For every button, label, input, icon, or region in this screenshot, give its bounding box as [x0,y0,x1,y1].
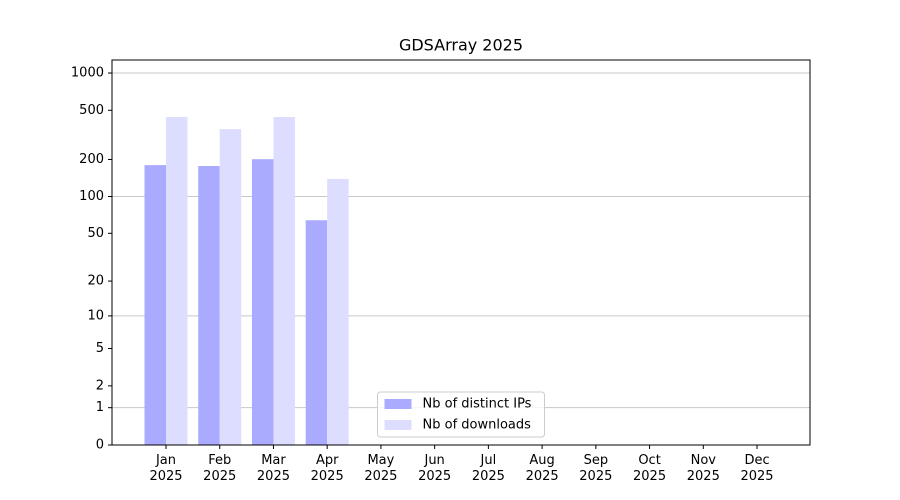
bar [166,117,188,445]
legend-swatch [384,420,412,430]
legend-label: Nb of distinct IPs [423,397,532,412]
x-tick-label: Mar 2025 [256,453,290,484]
x-tick-label: Aug 2025 [525,453,559,484]
y-tick-label: 500 [79,103,104,118]
x-tick-label: Oct 2025 [633,453,667,484]
bar [251,159,274,445]
x-tick-label: Jan 2025 [149,453,183,484]
y-tick-label: 0 [96,438,104,453]
y-tick-label: 10 [87,308,104,323]
bar [219,129,242,446]
bar [273,117,295,445]
x-tick-label: Apr 2025 [310,453,344,484]
legend: Nb of distinct IPs Nb of downloads [377,391,545,438]
bar [327,178,349,445]
bar [305,220,328,445]
legend-label: Nb of downloads [423,418,532,433]
y-tick-label: 1000 [71,66,104,81]
y-tick-label: 5 [96,341,104,356]
x-tick-label: Jun 2025 [418,453,452,484]
y-tick-label: 2 [96,378,104,393]
y-tick-label: 1 [96,400,104,415]
chart-title: GDSArray 2025 [399,36,523,55]
bar [198,166,220,446]
x-tick-label: Nov 2025 [686,453,720,484]
x-tick-label: May 2025 [364,453,398,484]
x-tick-label: Feb 2025 [203,453,237,484]
legend-swatch [384,399,412,409]
y-tick-label: 200 [79,152,104,167]
plot-frame [111,59,811,446]
x-tick-label: Sep 2025 [579,453,613,484]
y-tick-label: 20 [87,274,104,289]
bar [144,165,166,445]
legend-frame [377,391,545,438]
x-tick-label: Jul 2025 [471,453,505,484]
x-tick-label: Dec 2025 [740,453,774,484]
y-tick-label: 100 [79,189,104,204]
y-tick-label: 50 [87,226,104,241]
